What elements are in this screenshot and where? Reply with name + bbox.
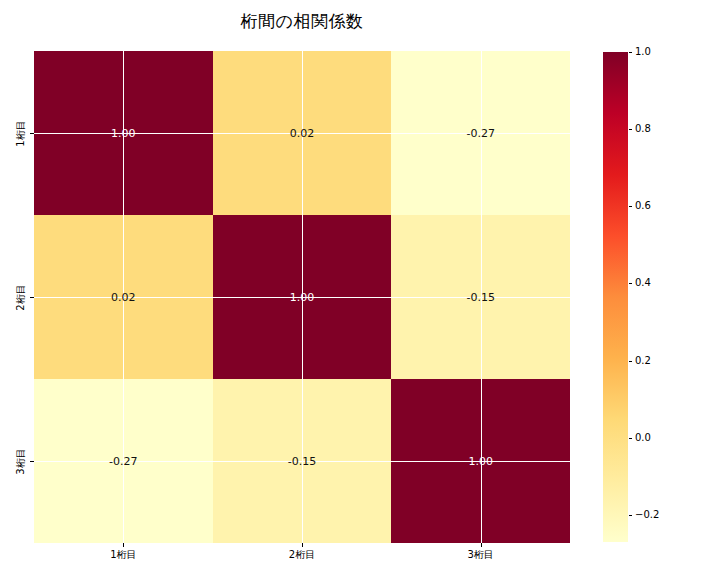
cell-value: -0.27	[109, 455, 137, 468]
colorbar-tick-label: 0.6	[635, 200, 651, 212]
figure: 桁間の相関係数 1.00 0.02 -0.27 0.02 1.00 -0.15 -0.27 -…	[0, 0, 720, 576]
colorbar-tick-label: 0.4	[635, 277, 651, 289]
x-axis-tick	[302, 543, 303, 547]
y-tick-label: 1桁目	[14, 103, 27, 163]
colorbar-tick	[629, 515, 632, 516]
y-tick-label: 3桁目	[14, 431, 27, 491]
x-tick-label: 1桁目	[83, 548, 163, 562]
colorbar-tick	[629, 361, 632, 362]
cell-value: 1.00	[290, 291, 315, 304]
colorbar-tick	[629, 206, 632, 207]
colorbar-tick-label: 0.2	[635, 355, 651, 367]
x-axis-tick	[481, 543, 482, 547]
colorbar-tick-label: 1.0	[635, 46, 651, 58]
colorbar-tick	[629, 129, 632, 130]
heatmap-grid: 1.00 0.02 -0.27 0.02 1.00 -0.15 -0.27 -0.15 1.00	[34, 51, 570, 543]
cell-value: -0.27	[466, 127, 494, 140]
chart-title: 桁間の相関係数	[34, 10, 570, 33]
colorbar-tick	[629, 283, 632, 284]
colorbar-tick	[629, 52, 632, 53]
cell-value: 0.02	[111, 291, 136, 304]
y-tick-label: 2桁目	[14, 267, 27, 327]
cell-value: 1.00	[111, 127, 136, 140]
colorbar	[603, 52, 628, 542]
colorbar-tick	[629, 438, 632, 439]
x-tick-label: 2桁目	[262, 548, 342, 562]
x-tick-label: 3桁目	[441, 548, 521, 562]
cell-value: -0.15	[466, 291, 494, 304]
x-axis-tick	[123, 543, 124, 547]
cell-value: -0.15	[288, 455, 316, 468]
cell-value: 0.02	[290, 127, 315, 140]
colorbar-tick-label: 0.8	[635, 123, 651, 135]
cell-value: 1.00	[468, 455, 493, 468]
colorbar-tick-label: −0.2	[635, 509, 659, 521]
colorbar-tick-label: 0.0	[635, 432, 651, 444]
